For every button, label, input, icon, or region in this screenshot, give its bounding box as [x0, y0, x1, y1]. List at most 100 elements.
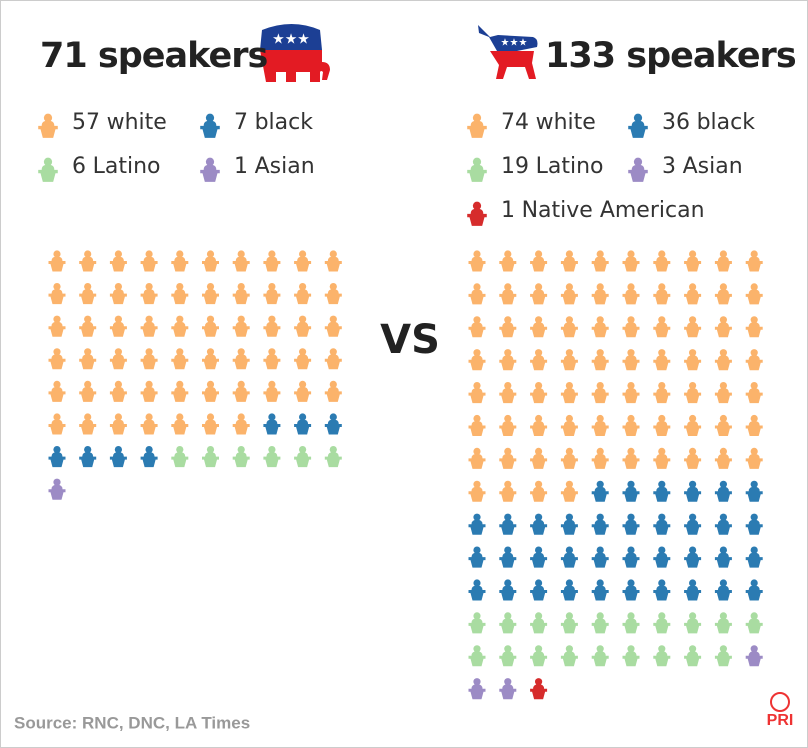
icon-head: [565, 513, 574, 521]
icon-head: [719, 414, 728, 423]
icon-head: [627, 579, 635, 587]
icon-body: [591, 486, 609, 502]
speaker-icon: [684, 447, 702, 469]
icon-body: [499, 453, 517, 469]
icon-body: [591, 322, 609, 338]
speaker-icon: [232, 283, 250, 305]
icon-body: [499, 684, 517, 700]
speaker-icon: [653, 349, 671, 371]
icon-head: [145, 380, 153, 388]
icon-body: [48, 321, 66, 337]
speaker-icon: [530, 579, 548, 601]
speaker-icon: [232, 315, 250, 337]
speaker-icon: [294, 315, 312, 337]
icon-body: [622, 421, 640, 436]
icon-head: [473, 645, 481, 653]
icon-body: [530, 256, 548, 272]
speaker-icon: [468, 612, 486, 634]
speaker-icon: [622, 546, 640, 568]
icon-body: [530, 684, 548, 700]
icon-body: [171, 386, 189, 402]
icon-head: [627, 480, 635, 488]
icon-body: [560, 585, 578, 601]
speaker-icon: [109, 446, 127, 468]
icon-body: [171, 289, 189, 305]
icon-body: [591, 552, 609, 568]
icon-head: [473, 316, 481, 324]
icon-head: [237, 315, 245, 323]
speaker-icon: [591, 546, 609, 568]
icon-body: [530, 618, 548, 634]
icon-body: [79, 419, 97, 435]
icon-head: [535, 447, 543, 455]
icon-body: [560, 322, 578, 338]
icon-head: [84, 348, 92, 356]
icon-body: [324, 386, 342, 402]
icon-body: [714, 651, 732, 667]
icon-body: [202, 386, 219, 402]
icon-body: [468, 355, 486, 371]
icon-body: [324, 354, 342, 370]
speaker-icon: [560, 283, 578, 305]
icon-head: [473, 283, 481, 291]
icon-head: [329, 380, 337, 388]
icon-head: [719, 645, 728, 653]
speaker-icon: [714, 480, 732, 502]
icon-body: [232, 354, 250, 370]
icon-head: [473, 414, 481, 423]
icon-body: [714, 256, 732, 272]
icon-body: [684, 322, 702, 338]
speaker-icon: [200, 157, 220, 182]
speaker-icon: [109, 250, 127, 272]
icon-body: [468, 421, 486, 436]
icon-head: [658, 546, 666, 554]
legend-value: 36: [662, 110, 690, 135]
icon-head: [689, 382, 697, 390]
speaker-icon: [79, 348, 97, 370]
icon-body: [263, 256, 281, 272]
speaker-icon: [591, 480, 609, 502]
icon-head: [329, 348, 337, 356]
speaker-icon: [499, 349, 517, 371]
icon-body: [263, 419, 281, 435]
speaker-icon: [745, 316, 763, 338]
icon-body: [714, 421, 732, 436]
icon-head: [627, 513, 635, 521]
icon-body: [140, 256, 158, 272]
icon-body: [591, 519, 609, 535]
speaker-icon: [684, 480, 702, 502]
icon-head: [596, 645, 604, 653]
speaker-icon: [48, 478, 66, 500]
icon-head: [658, 250, 666, 258]
speaker-icon: [714, 579, 732, 601]
icon-body: [560, 256, 578, 272]
icon-head: [719, 546, 728, 554]
icon-head: [689, 316, 697, 324]
icon-body: [202, 419, 219, 435]
icon-body: [232, 321, 250, 337]
icon-body: [324, 452, 342, 468]
speaker-icon: [560, 480, 578, 502]
icon-head: [689, 546, 697, 554]
icon-body: [560, 618, 578, 634]
icon-head: [43, 113, 53, 122]
speaker-icon: [591, 645, 609, 667]
icon-head: [719, 513, 728, 521]
icon-body: [745, 322, 763, 338]
speaker-icon: [38, 113, 58, 138]
icon-head: [658, 316, 666, 324]
icon-head: [237, 446, 245, 454]
icon-body: [622, 519, 640, 535]
icon-body: [653, 421, 671, 436]
icon-head: [145, 446, 153, 454]
icon-body: [202, 354, 219, 370]
icon-head: [504, 612, 512, 620]
icon-head: [206, 283, 215, 291]
icon-head: [535, 513, 543, 521]
speaker-icon: [530, 513, 548, 535]
icon-body: [653, 453, 671, 469]
speaker-icon: [468, 250, 486, 272]
speaker-icon: [745, 579, 763, 601]
icon-body: [745, 519, 763, 535]
icon-body: [714, 453, 732, 469]
